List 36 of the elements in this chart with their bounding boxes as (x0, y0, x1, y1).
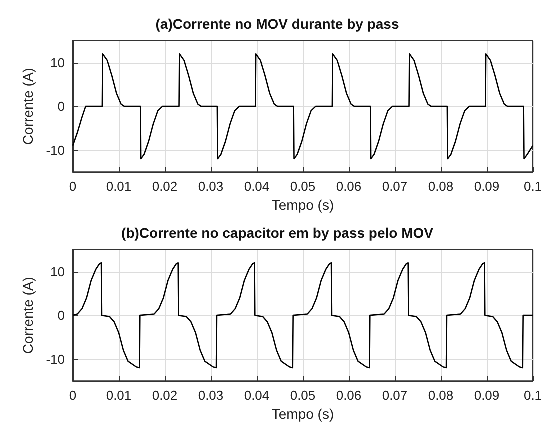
x-tick-label: 0.04 (244, 388, 270, 404)
x-tick-label: 0 (69, 179, 77, 194)
x-tick-label: 0.03 (198, 179, 224, 194)
x-tick-label: 0.08 (428, 179, 454, 194)
x-tick-label: 0.02 (152, 179, 178, 194)
x-tick-label: 0.01 (106, 179, 132, 194)
y-tick-label: -10 (46, 142, 65, 158)
x-tick-label: 0.09 (474, 179, 500, 194)
y-tick-label: 10 (50, 264, 65, 280)
chart-title: (b)Corrente no capacitor em by pass pelo MOV (122, 225, 434, 241)
x-tick-label: 0.03 (198, 388, 224, 404)
line-series (72, 262, 534, 369)
x-tick-label: 0.06 (336, 388, 362, 404)
chart-title: (a)Corrente no MOV durante by pass (156, 16, 400, 32)
y-tick-label: 10 (50, 55, 65, 70)
x-tick-label: 0.09 (474, 388, 500, 404)
x-tick-label: 0.05 (290, 179, 316, 194)
x-tick-label: 0.1 (524, 388, 542, 404)
y-tick-label: 0 (58, 308, 65, 324)
x-tick-label: 0.06 (336, 179, 362, 194)
y-tick-label: 0 (58, 99, 65, 114)
x-tick-label: 0.01 (106, 388, 132, 404)
x-tick-label: 0.07 (382, 388, 408, 404)
line-series (72, 53, 534, 160)
x-tick-label: 0.07 (382, 179, 408, 194)
x-tick-label: 0.04 (244, 179, 270, 194)
y-axis-title: Corrente (A) (20, 68, 36, 146)
x-tick-label: 0.05 (290, 388, 316, 404)
y-tick-label: -10 (46, 352, 65, 367)
x-tick-label: 0.1 (524, 179, 542, 194)
y-axis-title: Corrente (A) (20, 277, 36, 354)
x-axis-title: Tempo (s) (272, 406, 334, 422)
x-tick-label: 0.02 (152, 388, 178, 404)
x-tick-label: 0.08 (428, 388, 454, 404)
x-tick-label: 0 (69, 388, 77, 404)
x-axis-title: Tempo (s) (272, 197, 334, 213)
